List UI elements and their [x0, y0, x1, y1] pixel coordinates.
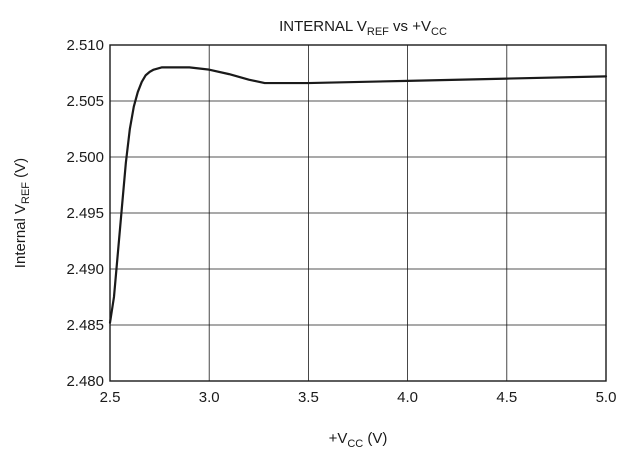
y-tick-label: 2.490 — [66, 261, 104, 278]
y-tick-label: 2.505 — [66, 93, 104, 110]
x-tick-label: 5.0 — [596, 389, 617, 406]
y-tick-labels: 2.480 2.485 2.490 2.495 2.500 2.505 2.510 — [66, 37, 104, 390]
x-tick-label: 4.0 — [397, 389, 418, 406]
x-tick-labels: 2.5 3.0 3.5 4.0 4.5 5.0 — [100, 389, 617, 406]
y-tick-label: 2.480 — [66, 373, 104, 390]
grid — [109, 44, 607, 382]
chart-title: INTERNAL VREF vs +VCC — [279, 18, 447, 38]
x-tick-label: 4.5 — [496, 389, 517, 406]
y-tick-label: 2.495 — [66, 205, 104, 222]
y-axis-label: Internal VREF (V) — [12, 158, 32, 268]
y-tick-label: 2.485 — [66, 317, 104, 334]
x-tick-label: 3.0 — [199, 389, 220, 406]
x-axis-label: +VCC (V) — [329, 430, 388, 450]
y-tick-label: 2.510 — [66, 37, 104, 54]
x-tick-label: 2.5 — [100, 389, 121, 406]
y-tick-label: 2.500 — [66, 149, 104, 166]
plot-frame — [109, 44, 607, 382]
x-tick-label: 3.5 — [298, 389, 319, 406]
series-line — [108, 66, 608, 324]
